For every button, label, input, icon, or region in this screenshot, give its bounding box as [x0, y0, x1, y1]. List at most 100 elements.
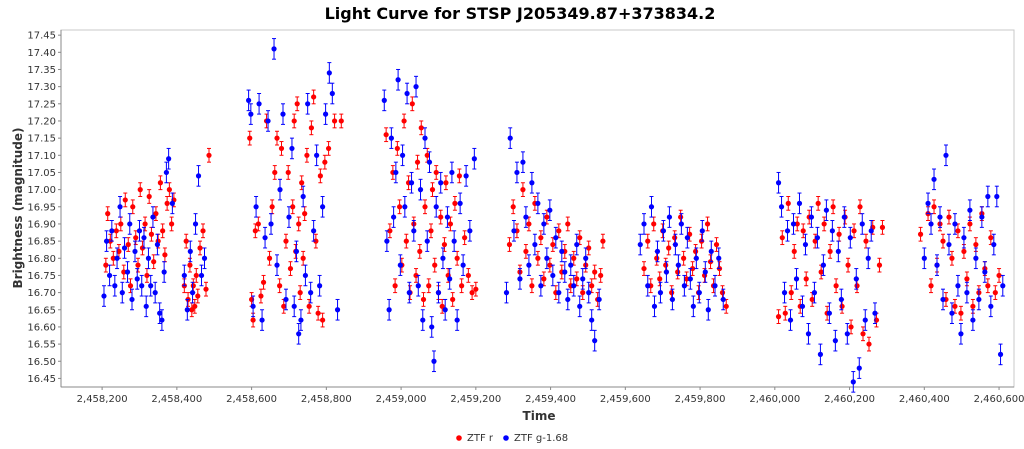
- data-point: [394, 145, 400, 152]
- data-point: [835, 248, 841, 255]
- data-point: [289, 145, 295, 152]
- series-ztf-g: [101, 38, 1006, 393]
- data-point: [865, 255, 871, 261]
- data-point: [157, 180, 164, 186]
- data-point: [782, 310, 788, 316]
- data-point: [103, 262, 109, 268]
- x-tick-label: 2,460,600: [974, 394, 1024, 405]
- legend-label: ZTF r: [467, 433, 494, 444]
- x-tick-label: 2,460,400: [899, 394, 950, 405]
- data-point: [689, 265, 696, 272]
- data-point: [153, 211, 159, 217]
- data-point: [641, 221, 647, 227]
- data-point: [704, 221, 711, 227]
- data-point: [187, 262, 193, 268]
- data-point: [119, 290, 125, 296]
- data-point: [247, 135, 253, 141]
- data-point: [110, 255, 116, 261]
- data-point: [127, 283, 134, 289]
- x-tick-label: 2,459,200: [450, 394, 501, 405]
- y-tick-label: 17.30: [27, 82, 56, 93]
- data-point: [432, 262, 438, 268]
- data-point: [669, 290, 675, 296]
- data-point: [417, 248, 423, 255]
- data-point: [192, 221, 199, 227]
- data-point: [299, 180, 305, 186]
- data-point: [663, 262, 669, 268]
- data-point: [302, 211, 308, 217]
- data-point: [169, 200, 175, 206]
- data-point: [571, 283, 577, 289]
- data-point: [841, 214, 847, 220]
- data-point: [298, 317, 304, 323]
- data-point: [105, 211, 111, 217]
- data-point: [946, 241, 952, 248]
- data-point: [654, 255, 660, 261]
- data-point: [663, 269, 670, 275]
- legend-label: ZTF g-1.68: [514, 433, 568, 444]
- data-point: [657, 276, 663, 282]
- data-point: [879, 224, 886, 230]
- data-point: [648, 204, 655, 210]
- data-point: [396, 204, 403, 210]
- data-point: [705, 307, 711, 313]
- data-point: [291, 118, 297, 124]
- data-point: [814, 235, 821, 241]
- data-point: [401, 118, 407, 124]
- data-point: [669, 296, 676, 303]
- data-point: [589, 317, 595, 323]
- data-point: [144, 272, 150, 279]
- data-point: [411, 228, 417, 234]
- data-point: [583, 255, 589, 261]
- data-point: [991, 241, 997, 248]
- data-point: [145, 255, 152, 261]
- data-point: [148, 231, 155, 237]
- data-point: [262, 235, 268, 241]
- data-point: [121, 245, 128, 251]
- data-point: [657, 290, 664, 296]
- data-point: [435, 290, 442, 296]
- data-point: [917, 231, 924, 237]
- data-point: [426, 283, 432, 289]
- data-point: [409, 101, 415, 107]
- data-point: [433, 169, 439, 176]
- data-point: [868, 228, 874, 234]
- data-point: [693, 255, 699, 261]
- data-point: [556, 228, 562, 234]
- data-point: [460, 262, 466, 268]
- data-point: [651, 221, 657, 227]
- y-tick-label: 16.95: [27, 202, 56, 213]
- data-point: [322, 159, 328, 165]
- data-point: [940, 296, 946, 303]
- y-tick-label: 16.70: [27, 288, 56, 299]
- data-point: [850, 379, 856, 385]
- data-point: [117, 204, 123, 210]
- data-point: [788, 290, 794, 296]
- data-point: [592, 269, 598, 275]
- data-point: [970, 317, 976, 323]
- data-point: [418, 125, 424, 131]
- data-point: [274, 135, 280, 141]
- data-point: [684, 235, 690, 241]
- data-point: [507, 135, 513, 141]
- data-point: [596, 296, 602, 303]
- data-point: [562, 269, 568, 275]
- y-tick-label: 16.50: [27, 357, 56, 368]
- data-point: [937, 214, 943, 220]
- data-point: [132, 248, 138, 255]
- data-point: [952, 303, 958, 309]
- data-point: [654, 248, 661, 255]
- data-point: [827, 248, 833, 255]
- data-point: [294, 101, 300, 107]
- data-point: [308, 125, 314, 131]
- data-point: [802, 241, 809, 248]
- data-point: [159, 317, 165, 323]
- data-point: [386, 307, 392, 313]
- data-point: [118, 221, 124, 227]
- data-point: [985, 193, 991, 200]
- data-point: [666, 214, 673, 220]
- data-point: [200, 228, 206, 234]
- data-point: [723, 303, 729, 309]
- data-point: [808, 214, 815, 220]
- data-point: [133, 235, 139, 241]
